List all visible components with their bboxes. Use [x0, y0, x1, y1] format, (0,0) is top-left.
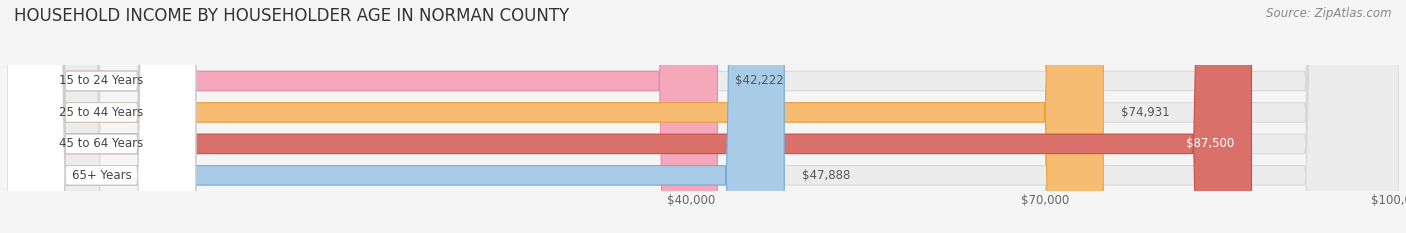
FancyBboxPatch shape — [7, 0, 1399, 233]
Text: 25 to 44 Years: 25 to 44 Years — [59, 106, 143, 119]
Text: $42,222: $42,222 — [735, 75, 785, 87]
FancyBboxPatch shape — [7, 0, 785, 233]
Text: Source: ZipAtlas.com: Source: ZipAtlas.com — [1267, 7, 1392, 20]
Text: 65+ Years: 65+ Years — [72, 169, 131, 182]
Text: 15 to 24 Years: 15 to 24 Years — [59, 75, 143, 87]
FancyBboxPatch shape — [7, 0, 1251, 233]
FancyBboxPatch shape — [7, 0, 195, 233]
FancyBboxPatch shape — [7, 0, 717, 233]
FancyBboxPatch shape — [7, 0, 1399, 233]
FancyBboxPatch shape — [7, 0, 195, 233]
FancyBboxPatch shape — [7, 0, 1104, 233]
FancyBboxPatch shape — [7, 0, 1399, 233]
Text: $74,931: $74,931 — [1121, 106, 1170, 119]
Text: HOUSEHOLD INCOME BY HOUSEHOLDER AGE IN NORMAN COUNTY: HOUSEHOLD INCOME BY HOUSEHOLDER AGE IN N… — [14, 7, 569, 25]
FancyBboxPatch shape — [7, 0, 195, 233]
FancyBboxPatch shape — [7, 0, 195, 233]
FancyBboxPatch shape — [7, 0, 1399, 233]
Text: $87,500: $87,500 — [1185, 137, 1234, 150]
Text: $47,888: $47,888 — [801, 169, 851, 182]
Text: 45 to 64 Years: 45 to 64 Years — [59, 137, 143, 150]
